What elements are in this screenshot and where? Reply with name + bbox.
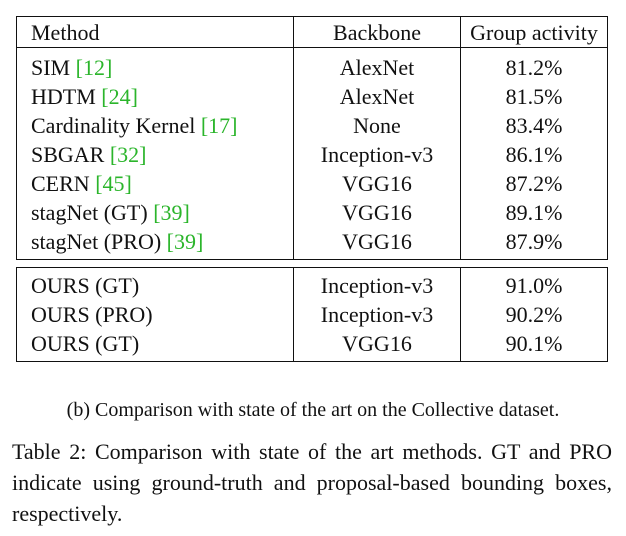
method-name: OURS (GT) xyxy=(31,273,140,298)
backbone-cell: AlexNet xyxy=(293,82,461,111)
subcaption: (b) Comparison with state of the art on … xyxy=(66,399,560,421)
table-row: Cardinality Kernel [17] None 83.4% xyxy=(16,111,608,140)
method-name: OURS (GT) xyxy=(31,331,140,356)
method-name: OURS (PRO) xyxy=(31,302,153,327)
method-name: SBGAR xyxy=(31,142,110,167)
group-activity-cell: 81.5% xyxy=(460,82,608,111)
method-name: HDTM xyxy=(31,84,102,109)
backbone-cell: VGG16 xyxy=(293,227,461,260)
backbone-cell: VGG16 xyxy=(293,169,461,198)
table-row: stagNet (PRO) [39] VGG16 87.9% xyxy=(16,227,608,260)
citation-link[interactable]: [24] xyxy=(101,84,138,109)
backbone-cell: VGG16 xyxy=(293,329,461,362)
method-cell: stagNet (GT) [39] xyxy=(16,198,294,227)
table-row: stagNet (GT) [39] VGG16 89.1% xyxy=(16,198,608,227)
header-group-activity: Group activity xyxy=(460,16,608,48)
backbone-cell: Inception-v3 xyxy=(293,267,461,300)
method-cell: OURS (GT) xyxy=(16,267,294,300)
method-name: stagNet (PRO) xyxy=(31,229,167,254)
method-cell: CERN [45] xyxy=(16,169,294,198)
backbone-cell: Inception-v3 xyxy=(293,300,461,329)
table-caption: Table 2: Comparison with state of the ar… xyxy=(12,439,612,526)
header-backbone: Backbone xyxy=(293,16,461,48)
citation-link[interactable]: [12] xyxy=(75,55,113,80)
group-activity-cell: 83.4% xyxy=(460,111,608,140)
table-row: OURS (GT) Inception-v3 91.0% xyxy=(16,267,608,300)
citation-link[interactable]: [39] xyxy=(153,200,190,225)
comparison-table: Method Backbone Group activity SIM [12] A… xyxy=(16,16,608,362)
group-activity-cell: 90.1% xyxy=(460,329,608,362)
group-activity-cell: 81.2% xyxy=(460,47,608,82)
table-group-baselines: SIM [12] AlexNet 81.2% HDTM [24] AlexNet 81.5… xyxy=(16,47,608,260)
method-cell: Cardinality Kernel [17] xyxy=(16,111,294,140)
group-activity-cell: 89.1% xyxy=(460,198,608,227)
method-name: SIM xyxy=(31,55,76,80)
citation-link[interactable]: [17] xyxy=(200,113,238,138)
method-name: stagNet (GT) xyxy=(31,200,154,225)
table-row: OURS (PRO) Inception-v3 90.2% xyxy=(16,300,608,329)
method-name: Cardinality Kernel xyxy=(31,113,201,138)
group-activity-cell: 90.2% xyxy=(460,300,608,329)
method-cell: stagNet (PRO) [39] xyxy=(16,227,294,260)
table-row: HDTM [24] AlexNet 81.5% xyxy=(16,82,608,111)
header-method: Method xyxy=(16,16,294,48)
method-cell: SIM [12] xyxy=(16,47,294,82)
table-group-ours: OURS (GT) Inception-v3 91.0% OURS (PRO) Ince… xyxy=(16,267,608,362)
method-cell: HDTM [24] xyxy=(16,82,294,111)
backbone-cell: None xyxy=(293,111,461,140)
citation-link[interactable]: [39] xyxy=(166,229,204,254)
header-row: Method Backbone Group activity xyxy=(16,16,608,48)
table-row: SIM [12] AlexNet 81.2% xyxy=(16,47,608,82)
table-row: CERN [45] VGG16 87.2% xyxy=(16,169,608,198)
method-cell: OURS (GT) xyxy=(16,329,294,362)
table-row: SBGAR [32] Inception-v3 86.1% xyxy=(16,140,608,169)
citation-link[interactable]: [32] xyxy=(109,142,147,167)
method-name: CERN xyxy=(31,171,96,196)
group-activity-cell: 91.0% xyxy=(460,267,608,300)
method-cell: SBGAR [32] xyxy=(16,140,294,169)
method-cell: OURS (PRO) xyxy=(16,300,294,329)
citation-link[interactable]: [45] xyxy=(95,171,132,196)
backbone-cell: Inception-v3 xyxy=(293,140,461,169)
table-row: OURS (GT) VGG16 90.1% xyxy=(16,329,608,362)
backbone-cell: AlexNet xyxy=(293,47,461,82)
group-activity-cell: 87.9% xyxy=(460,227,608,260)
group-activity-cell: 87.2% xyxy=(460,169,608,198)
backbone-cell: VGG16 xyxy=(293,198,461,227)
group-activity-cell: 86.1% xyxy=(460,140,608,169)
group-separator xyxy=(17,260,608,268)
